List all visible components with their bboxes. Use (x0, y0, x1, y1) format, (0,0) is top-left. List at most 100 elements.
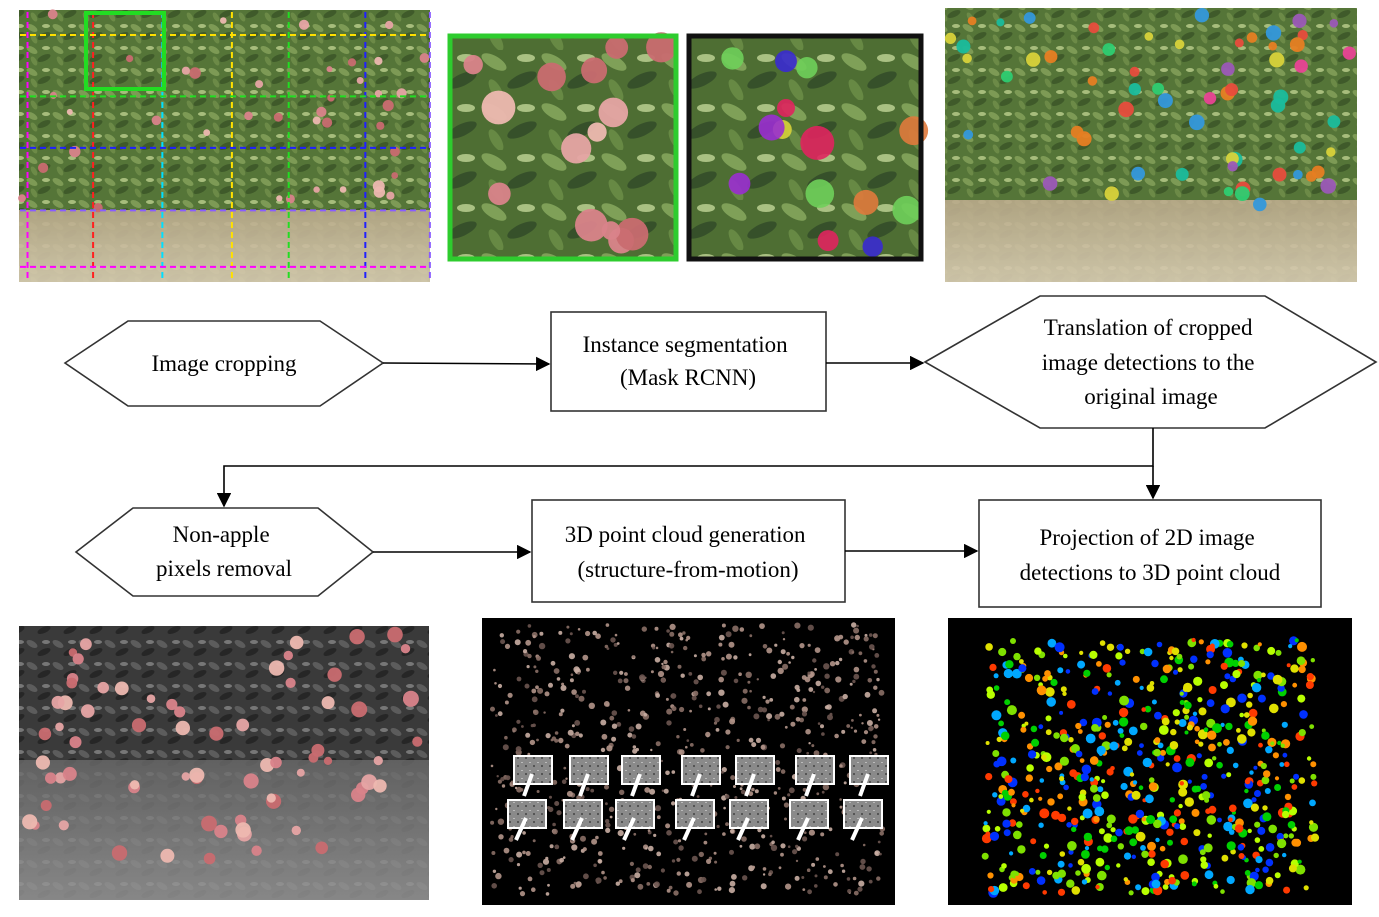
projected-point (1166, 828, 1174, 836)
apple-dot (311, 743, 325, 757)
projected-point (1190, 655, 1198, 663)
cloud-point (593, 863, 597, 868)
cloud-point (661, 789, 665, 792)
cloud-point (615, 881, 620, 886)
cloud-point (490, 820, 495, 825)
cloud-point (566, 625, 570, 629)
apple-dot (587, 122, 607, 142)
cloud-point (852, 876, 857, 881)
projected-point (1060, 686, 1067, 693)
cloud-point (519, 788, 524, 792)
projected-point (1148, 777, 1155, 783)
projected-point (1148, 782, 1158, 791)
non-apple-removal-label: Non-apple pixels removal (156, 522, 292, 581)
cloud-point (697, 674, 703, 681)
cloud-point (545, 733, 551, 739)
cloud-point (616, 642, 620, 645)
projected-point (1003, 829, 1011, 837)
projected-point (1118, 717, 1129, 727)
projected-point (1102, 664, 1112, 673)
projected-point (1141, 816, 1147, 822)
camera-frame (681, 755, 721, 785)
projected-point (1115, 828, 1123, 837)
projected-point (1135, 831, 1146, 842)
apple-mask (892, 195, 921, 225)
apple-dot (646, 32, 677, 63)
cloud-point (777, 667, 784, 675)
projected-point (1156, 641, 1163, 648)
camera-frame (735, 755, 775, 785)
projected-point (1159, 845, 1166, 852)
cloud-point (814, 668, 817, 671)
projected-point (1128, 726, 1138, 736)
cloud-point (678, 632, 683, 638)
apple-dot (598, 97, 629, 128)
projected-point (1272, 752, 1279, 759)
cloud-point (514, 639, 521, 646)
apple-mask (1194, 8, 1210, 23)
cloud-point (824, 705, 830, 710)
projected-point (1284, 761, 1290, 768)
cloud-point (795, 717, 801, 722)
projected-point (1180, 837, 1189, 846)
projected-point (1309, 799, 1316, 807)
cloud-point (498, 834, 504, 840)
projected-point (1258, 742, 1263, 748)
cloud-point (549, 844, 554, 849)
cloud-point (525, 639, 532, 646)
cloud-point (839, 798, 842, 801)
apple-dot (488, 182, 511, 206)
projected-point (1013, 652, 1021, 661)
cloud-point (684, 871, 690, 877)
cloud-point (861, 722, 864, 725)
cloud-point (554, 844, 560, 850)
apple-dot (615, 217, 649, 251)
cloud-point (786, 651, 790, 656)
cloud-point (595, 633, 601, 639)
apple-dot (374, 56, 383, 66)
cloud-point (543, 711, 546, 714)
apple-dot (201, 815, 217, 832)
cloud-point (838, 657, 843, 662)
cloud-point (502, 744, 509, 751)
cloud-point (616, 722, 622, 727)
cloud-point (796, 748, 802, 754)
projected-point (1083, 669, 1091, 677)
cloud-point (717, 886, 722, 891)
cloud-point (722, 701, 729, 708)
projected-point (1267, 646, 1276, 655)
cloud-point (580, 835, 586, 842)
instance-segmentation-label: Instance segmentation (Mask RCNN) (583, 332, 794, 390)
cloud-point (840, 863, 844, 868)
projected-point (1099, 640, 1106, 646)
cloud-point (535, 669, 539, 673)
apple-dot (181, 772, 190, 781)
cloud-point (720, 770, 724, 774)
cloud-point (715, 728, 720, 732)
cloud-point (536, 655, 541, 661)
projected-point (1042, 675, 1048, 682)
apple-mask (1268, 41, 1277, 51)
cloud-point (507, 692, 513, 698)
cloud-point (609, 815, 613, 819)
projected-point (1090, 784, 1098, 793)
apple-mask (817, 230, 839, 252)
projected-point (1017, 845, 1026, 854)
projected-point (1205, 808, 1211, 814)
projected-point (1045, 715, 1052, 722)
cloud-point (573, 881, 577, 885)
cloud-point (774, 643, 778, 647)
camera-direction (522, 773, 534, 797)
projected-point (1298, 729, 1306, 737)
projected-point (1106, 822, 1113, 829)
cloud-point (605, 802, 608, 806)
cloud-point (733, 785, 736, 788)
projected-point (1178, 787, 1188, 797)
projected-point (1104, 721, 1111, 728)
apple-dot (372, 180, 385, 193)
projected-point (1132, 780, 1138, 785)
camera-direction (570, 817, 584, 841)
apple-dot (62, 766, 77, 781)
cloud-point (495, 872, 502, 880)
cloud-point (663, 788, 669, 794)
